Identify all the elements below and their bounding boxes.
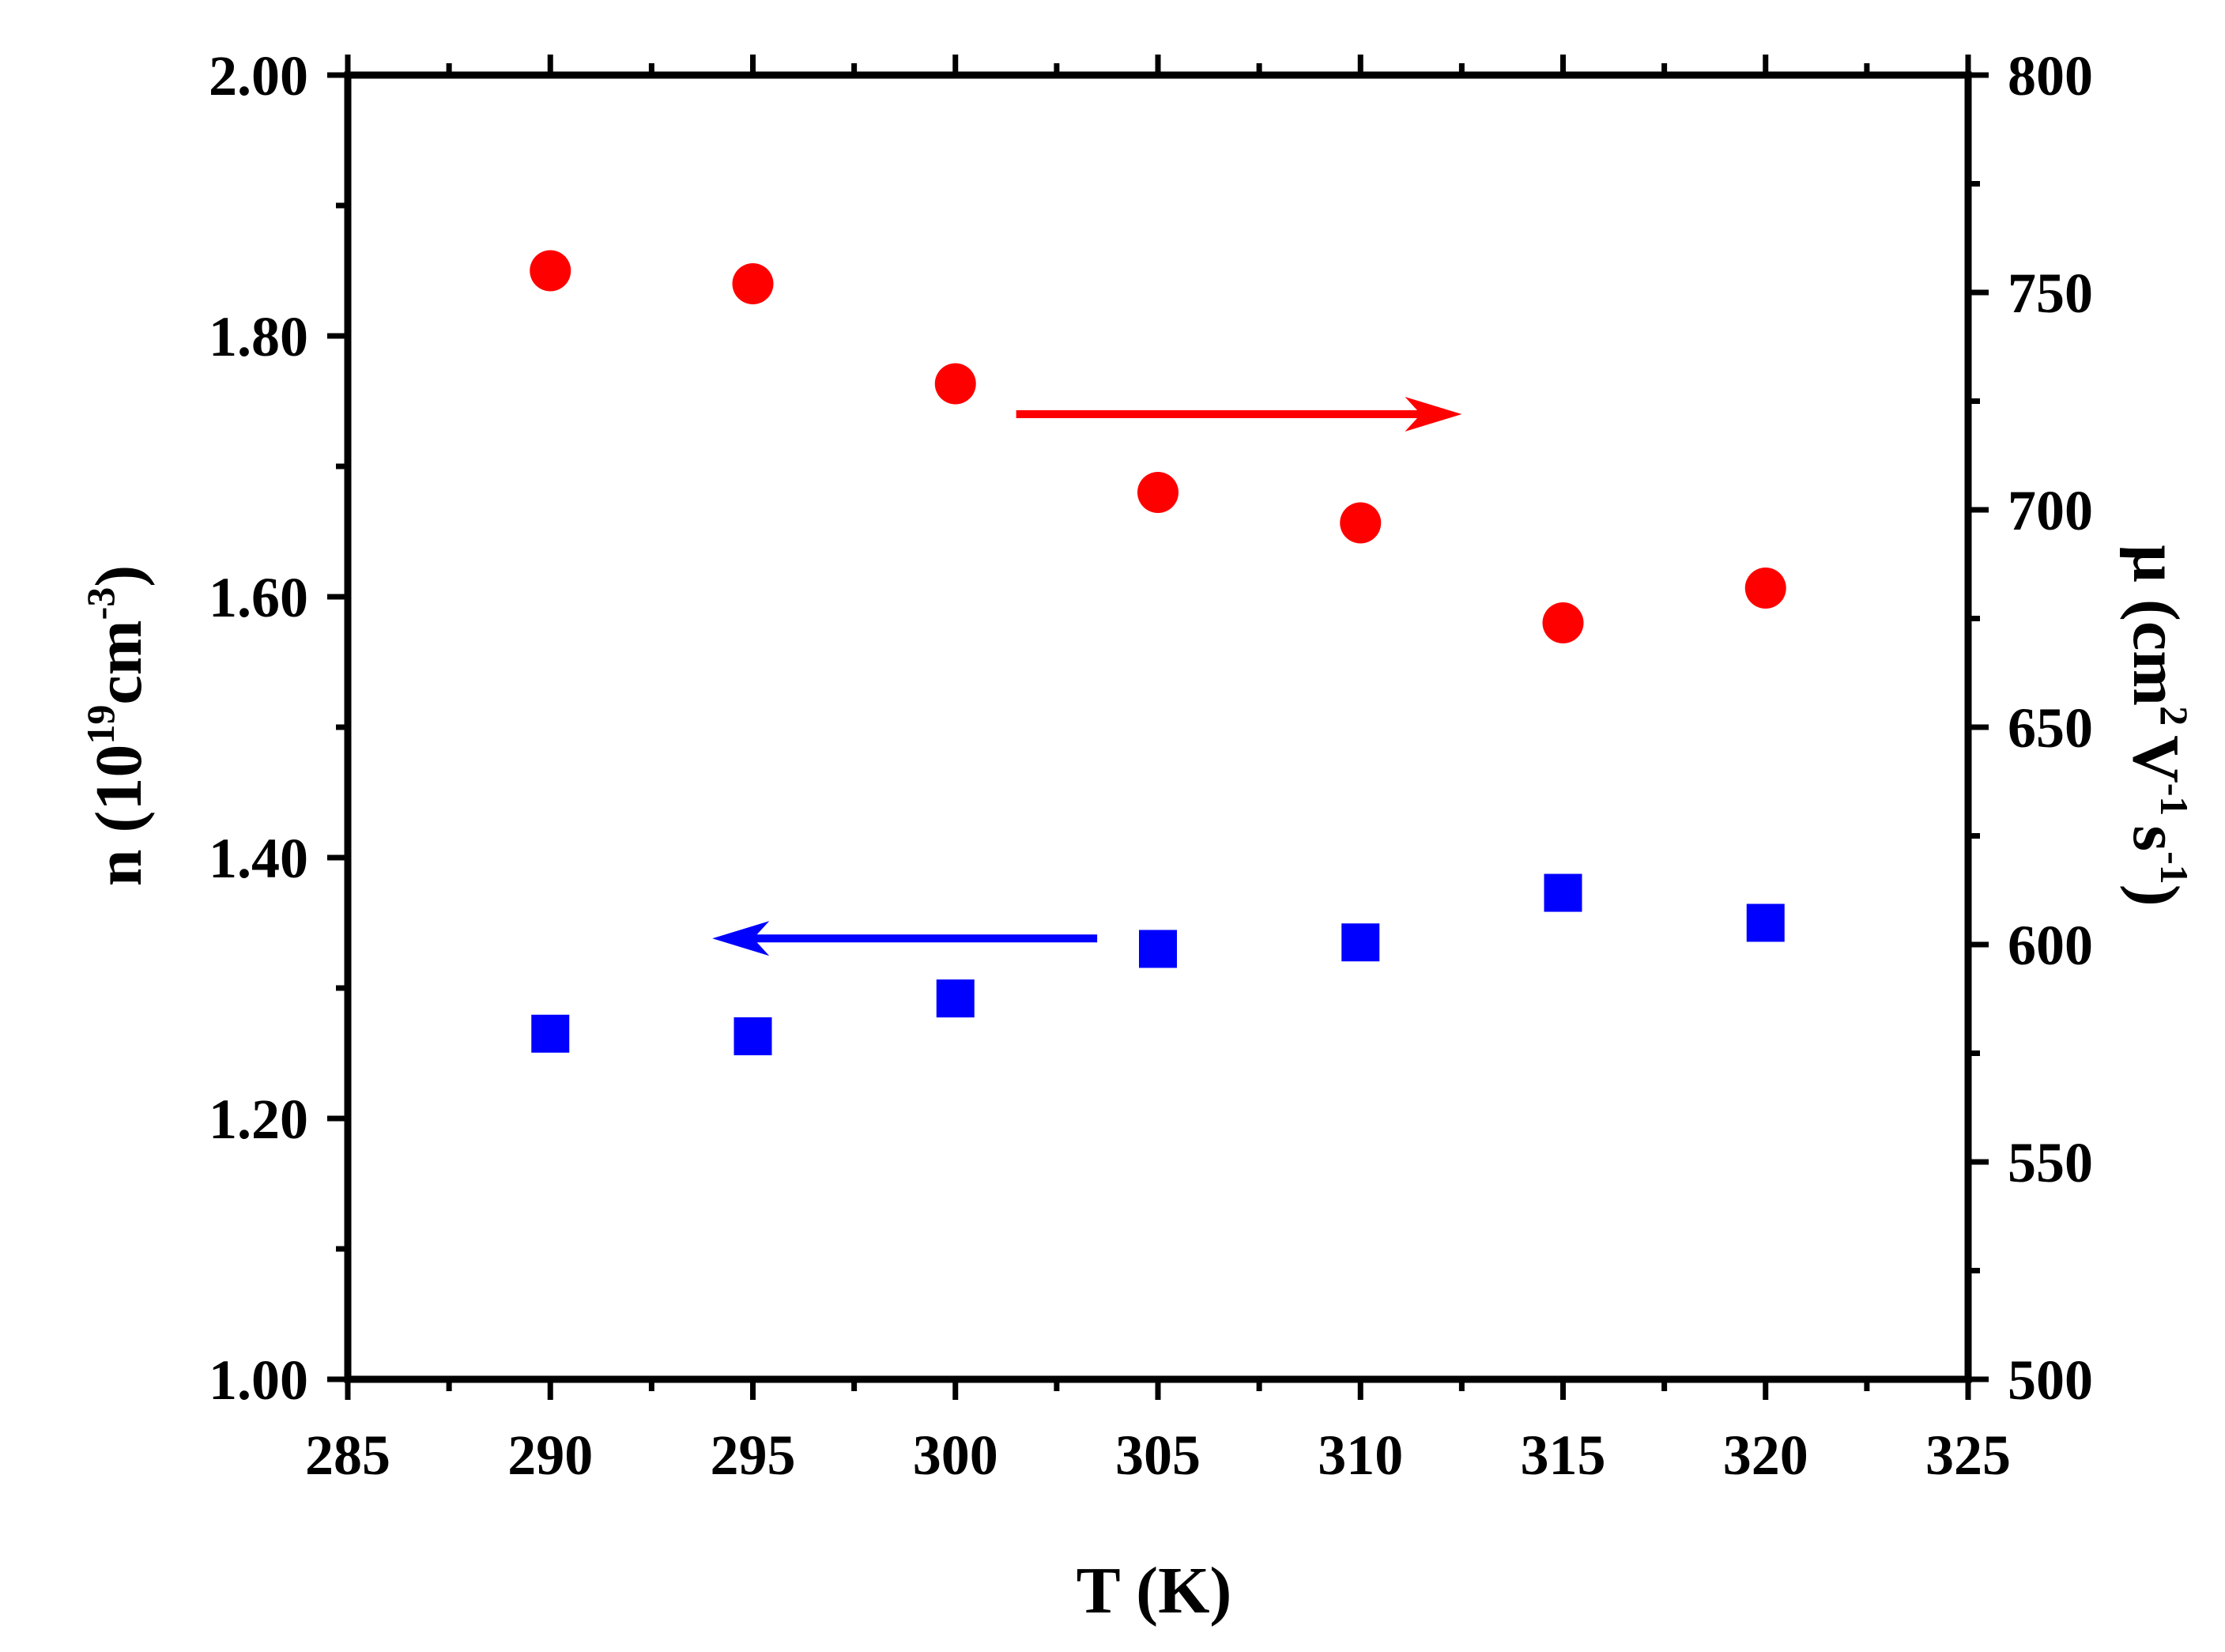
y-right-label-sup3: -1 [2152, 851, 2197, 884]
tick-labels: 285 290 295 300 305 310 315 320 325 1.00 1.20 1.40 1… [209, 44, 2093, 1487]
y-right-label-sup1: 2 [2152, 706, 2197, 726]
y-left-label-base: n (10 [82, 745, 156, 887]
x-tick-label: 325 [1925, 1424, 2011, 1487]
x-tick-label: 310 [1318, 1424, 1403, 1487]
x-tick-label: 285 [305, 1424, 390, 1487]
y-left-label-mid: cm [82, 620, 156, 704]
y-right-tick-label: 700 [2008, 479, 2093, 542]
y-left-label-sup1: 19 [78, 705, 123, 745]
y-left-label-sup2: -3 [78, 587, 123, 620]
arrow-head [1405, 397, 1462, 432]
data-point-circle [1340, 502, 1382, 544]
data-point-square [936, 979, 975, 1018]
annotation-arrows [712, 397, 1462, 956]
y-right-tick-label: 600 [2008, 914, 2093, 977]
y-right-label-base: μ (cm [2119, 545, 2193, 706]
y-left-tick-label: 2.00 [209, 44, 308, 107]
y-left-tick-label: 1.20 [209, 1088, 308, 1151]
y-left-tick-label: 1.80 [209, 305, 308, 368]
y-right-axis-label: μ (cm2V-1s-1) [2119, 545, 2197, 907]
y-left-tick-label: 1.00 [209, 1348, 308, 1412]
plot-area [344, 71, 1972, 1383]
y-right-tick-label: 500 [2008, 1348, 2093, 1412]
data-marks [530, 250, 1786, 1056]
x-tick-label: 305 [1115, 1424, 1201, 1487]
y-right-label-mid: V [2119, 735, 2193, 783]
y-right-label-sup2: -1 [2152, 783, 2197, 817]
data-point-square [1139, 930, 1177, 968]
y-left-label-end: ) [82, 565, 156, 587]
data-point-circle [530, 250, 571, 292]
x-tick-label: 320 [1723, 1424, 1808, 1487]
data-point-circle [934, 363, 976, 405]
x-axis-label: T (K) [1077, 1554, 1232, 1627]
data-point-square [1544, 873, 1582, 912]
arrow-head [712, 921, 770, 956]
data-point-square [531, 1014, 570, 1053]
data-point-square [733, 1017, 772, 1056]
data-point-square [1746, 903, 1785, 942]
y-right-label-mid2: s [2119, 825, 2193, 851]
y-right-tick-label: 650 [2008, 696, 2093, 760]
data-point-circle [1744, 568, 1786, 609]
y-right-tick-label: 550 [2008, 1131, 2093, 1194]
data-point-square [1341, 923, 1380, 962]
axis-ticks [327, 55, 1989, 1400]
y-left-tick-label: 1.60 [209, 566, 308, 629]
y-left-axis-label: n (1019cm-3) [78, 565, 156, 887]
y-right-tick-label: 750 [2008, 262, 2093, 325]
y-right-label-end: ) [2119, 884, 2193, 907]
plot-frame [344, 71, 1972, 1383]
x-tick-label: 315 [1521, 1424, 1606, 1487]
data-point-circle [732, 263, 774, 304]
x-tick-label: 290 [507, 1424, 593, 1487]
data-point-circle [1542, 602, 1584, 643]
data-point-circle [1137, 472, 1178, 513]
x-tick-label: 300 [913, 1424, 998, 1487]
y-left-tick-label: 1.40 [209, 827, 308, 890]
y-right-tick-label: 800 [2008, 44, 2093, 107]
x-tick-label: 295 [711, 1424, 796, 1487]
